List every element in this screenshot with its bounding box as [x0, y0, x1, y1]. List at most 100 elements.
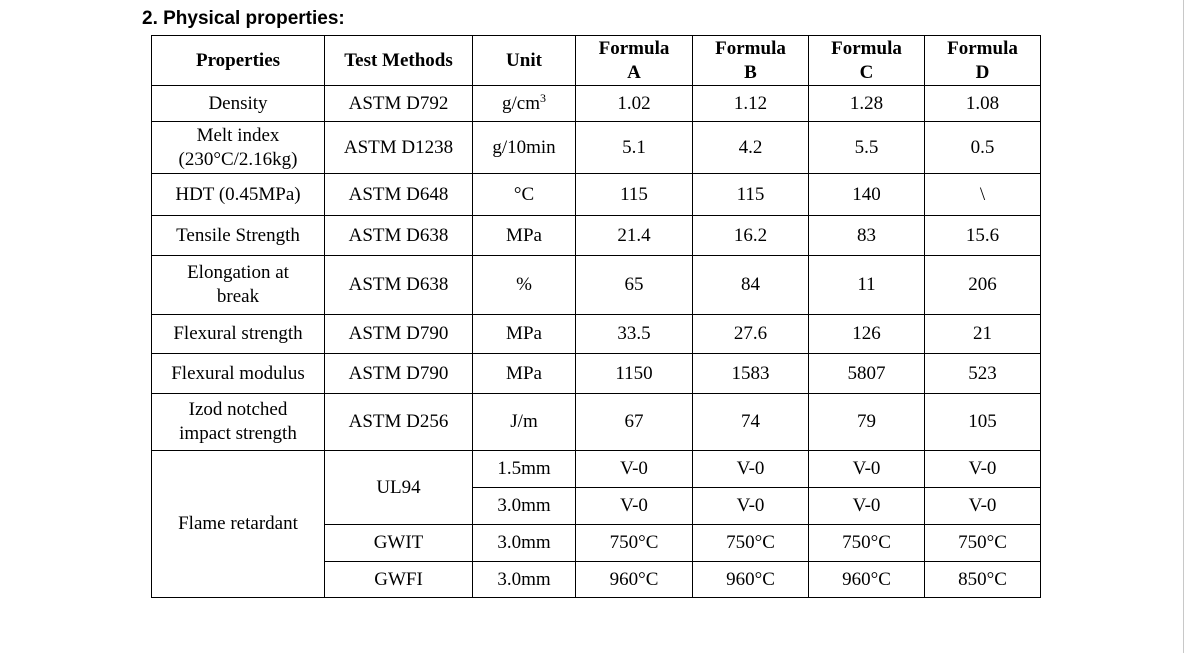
- header-formula-c-line1: Formula: [831, 37, 902, 59]
- header-formula-d: Formula D: [924, 35, 1041, 86]
- property-cell: Flexural strength: [151, 314, 325, 354]
- value-formula-a: 115: [575, 173, 693, 216]
- value-formula-d: 21: [924, 314, 1041, 354]
- header-formula-b-line2: B: [744, 61, 757, 83]
- flame-retardant-cell: Flame retardant: [151, 450, 325, 598]
- value-formula-b: 750°C: [692, 524, 809, 562]
- value-formula-a: 5.1: [575, 121, 693, 174]
- property-name: Flexural modulus: [171, 362, 305, 384]
- header-formula-d-line2: D: [975, 61, 990, 83]
- value-formula-b: 84: [692, 255, 809, 315]
- value-formula-a: 1150: [575, 353, 693, 394]
- value-formula-d: V-0: [924, 450, 1041, 488]
- table-row: GWFI 3.0mm 960°C 960°C 960°C 850°C: [152, 561, 1041, 598]
- section-heading: 2. Physical properties:: [142, 8, 345, 29]
- value-formula-b: 16.2: [692, 215, 809, 256]
- value-formula-b: V-0: [692, 450, 809, 488]
- property-name-line2: (230°C/2.16kg): [178, 148, 298, 170]
- unit-cell: J/m: [472, 393, 576, 451]
- method-cell-gwfi: GWFI: [324, 561, 473, 598]
- unit-cell: %: [472, 255, 576, 315]
- method-cell: ASTM D638: [324, 215, 473, 256]
- table-row: Flame retardant UL94 1.5mm V-0 V-0 V-0 V…: [151, 450, 1041, 598]
- unit-text: g/cm: [502, 92, 540, 114]
- value-formula-c: 960°C: [808, 561, 925, 598]
- value-formula-d: 0.5: [924, 121, 1041, 174]
- unit-cell: MPa: [472, 215, 576, 256]
- property-name: Melt index: [196, 124, 280, 146]
- table-row: Tensile Strength ASTM D638 MPa 21.4 16.2…: [151, 215, 1041, 256]
- value-formula-d: \: [924, 173, 1041, 216]
- table-row: Density ASTM D792 g/cm3 1.02 1.12 1.28 1…: [151, 85, 1041, 122]
- value-formula-d: 850°C: [924, 561, 1041, 598]
- value-formula-c: 83: [808, 215, 925, 256]
- value-formula-b: 27.6: [692, 314, 809, 354]
- method-cell: ASTM D648: [324, 173, 473, 216]
- property-name: Tensile Strength: [176, 224, 300, 246]
- header-unit: Unit: [472, 35, 576, 86]
- table-row: 3.0mm V-0 V-0 V-0 V-0: [152, 487, 1041, 525]
- method-cell: ASTM D1238: [324, 121, 473, 174]
- value-formula-d: 750°C: [924, 524, 1041, 562]
- header-formula-b-line1: Formula: [715, 37, 786, 59]
- value-formula-c: 79: [808, 393, 925, 451]
- property-cell: Elongation at break: [151, 255, 325, 315]
- unit-cell: °C: [472, 173, 576, 216]
- property-name: Elongation at: [187, 262, 289, 283]
- property-cell: Izod notched impact strength: [151, 393, 325, 451]
- value-formula-a: 65: [575, 255, 693, 315]
- property-name: Izod notched: [188, 399, 288, 420]
- header-formula-d-line1: Formula: [947, 37, 1018, 59]
- method-cell: ASTM D792: [324, 85, 473, 122]
- method-cell-gwit: GWIT: [324, 524, 473, 562]
- value-formula-c: 11: [808, 255, 925, 315]
- method-cell: ASTM D790: [324, 353, 473, 394]
- value-formula-b: 1583: [692, 353, 809, 394]
- method-cell: ASTM D790: [324, 314, 473, 354]
- table-row: HDT (0.45MPa) ASTM D648 °C 115 115 140 \: [151, 173, 1041, 216]
- value-formula-c: 126: [808, 314, 925, 354]
- physical-properties-table: Properties Test Methods Unit Formula A Fo…: [151, 35, 1041, 598]
- unit-cell: g/cm3: [472, 85, 576, 122]
- value-formula-d: V-0: [924, 487, 1041, 525]
- table-row: Elongation at break ASTM D638 % 65 84 11 …: [151, 255, 1041, 315]
- property-name-line2: impact strength: [179, 423, 297, 444]
- header-row: Properties Test Methods Unit Formula A Fo…: [151, 35, 1041, 86]
- value-formula-a: 21.4: [575, 215, 693, 256]
- method-cell: ASTM D638: [324, 255, 473, 315]
- value-formula-d: 523: [924, 353, 1041, 394]
- property-cell: Density: [151, 85, 325, 122]
- table-row: Izod notched impact strength ASTM D256 J/…: [151, 393, 1041, 451]
- method-cell-ul94: UL94: [324, 450, 473, 525]
- page-right-edge: [1183, 0, 1184, 653]
- property-cell: HDT (0.45MPa): [151, 173, 325, 216]
- value-formula-c: V-0: [808, 487, 925, 525]
- unit-cell: 3.0mm: [472, 561, 576, 598]
- table-row: Flexural strength ASTM D790 MPa 33.5 27.…: [151, 314, 1041, 354]
- header-formula-b: Formula B: [692, 35, 809, 86]
- header-formula-c-line2: C: [859, 61, 874, 83]
- property-cell: Melt index (230°C/2.16kg): [151, 121, 325, 174]
- property-name: Flexural strength: [173, 323, 303, 344]
- method-cell: ASTM D256: [324, 393, 473, 451]
- unit-cell: 1.5mm: [472, 450, 576, 488]
- unit-cell: MPa: [472, 353, 576, 394]
- unit-cell: 3.0mm: [472, 524, 576, 562]
- value-formula-c: 750°C: [808, 524, 925, 562]
- value-formula-a: 750°C: [575, 524, 693, 562]
- value-formula-a: V-0: [575, 487, 693, 525]
- value-formula-a: 33.5: [575, 314, 693, 354]
- value-formula-b: 4.2: [692, 121, 809, 174]
- value-formula-d: 105: [924, 393, 1041, 451]
- unit-cell: MPa: [472, 314, 576, 354]
- header-formula-a-line1: Formula: [598, 37, 670, 59]
- property-cell: Tensile Strength: [151, 215, 325, 256]
- unit-cell: 3.0mm: [472, 487, 576, 525]
- value-formula-b: 115: [692, 173, 809, 216]
- value-formula-a: V-0: [575, 450, 693, 488]
- value-formula-d: 15.6: [924, 215, 1041, 256]
- header-formula-c: Formula C: [808, 35, 925, 86]
- value-formula-a: 960°C: [575, 561, 693, 598]
- value-formula-b: V-0: [692, 487, 809, 525]
- value-formula-c: V-0: [808, 450, 925, 488]
